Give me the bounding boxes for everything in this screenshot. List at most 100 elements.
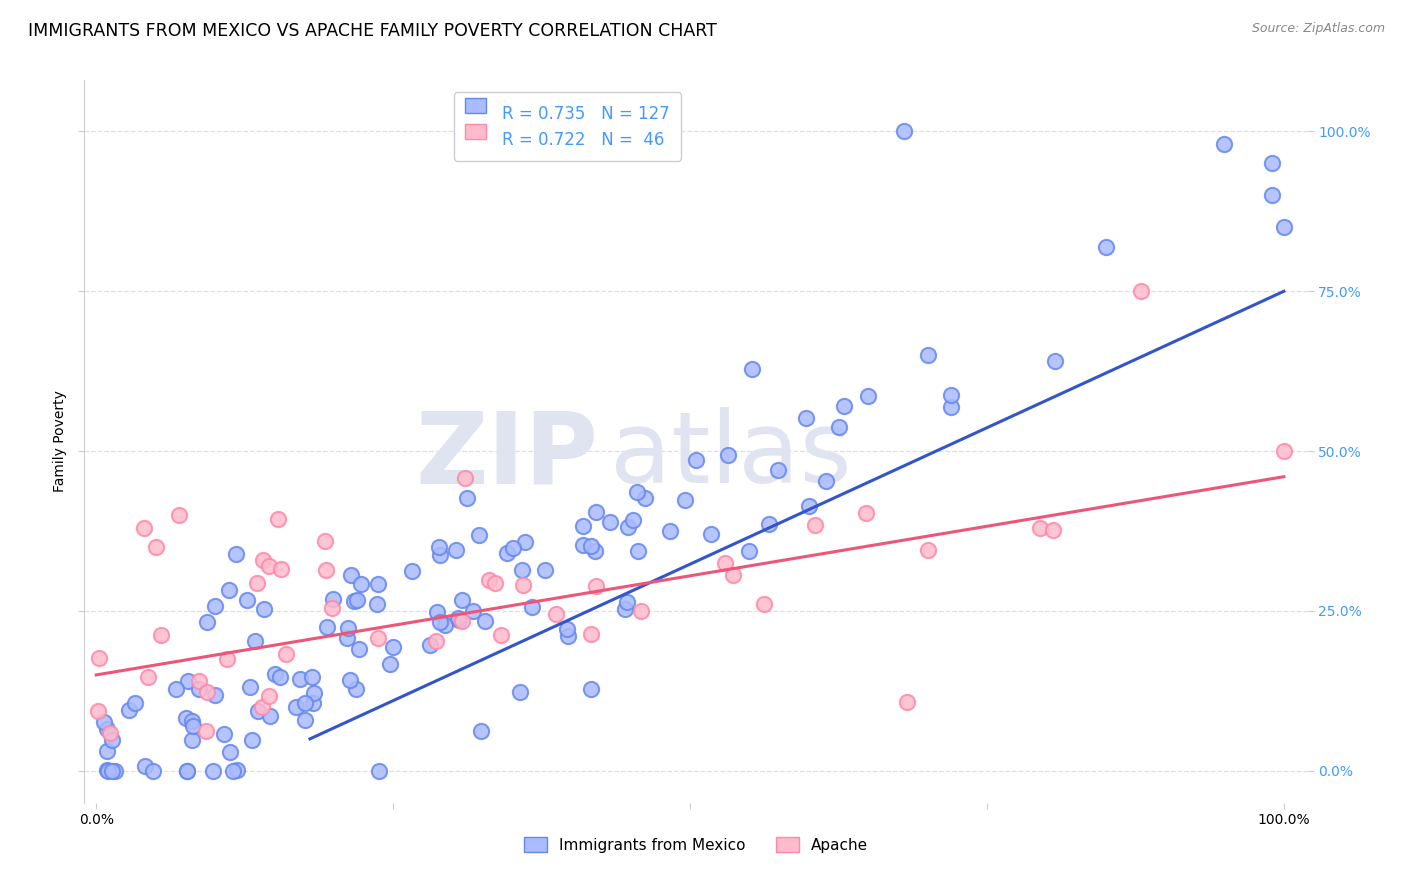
Point [546, 607, 568, 622]
Point [741, 361, 763, 376]
Text: atlas: atlas [610, 408, 852, 505]
Point [451, 615, 474, 629]
Point [181, 733, 204, 747]
Point [195, 615, 218, 629]
Point [195, 685, 218, 699]
Point [243, 634, 266, 648]
Point [97, 764, 120, 778]
Point [447, 611, 470, 625]
Point [240, 732, 263, 747]
Point [1130, 285, 1153, 299]
Point [239, 680, 262, 694]
Point [478, 573, 501, 587]
Point [713, 556, 735, 570]
Point [100, 764, 122, 778]
Point [627, 544, 650, 558]
Point [1043, 354, 1066, 368]
Point [124, 696, 146, 710]
Point [263, 667, 285, 681]
Point [204, 689, 226, 703]
Point [134, 758, 156, 772]
Point [204, 599, 226, 614]
Legend: Immigrants from Mexico, Apache: Immigrants from Mexico, Apache [516, 829, 876, 860]
Point [533, 563, 555, 577]
Point [723, 567, 745, 582]
Point [93, 714, 115, 729]
Point [621, 513, 644, 527]
Point [450, 593, 472, 607]
Point [470, 724, 492, 739]
Point [634, 491, 657, 506]
Point [142, 764, 165, 778]
Point [461, 604, 484, 618]
Point [758, 516, 780, 531]
Point [617, 520, 640, 534]
Point [236, 592, 259, 607]
Point [673, 493, 696, 508]
Point [316, 620, 339, 634]
Point [1261, 188, 1284, 202]
Point [419, 639, 441, 653]
Point [429, 615, 451, 630]
Point [630, 604, 652, 618]
Point [1272, 220, 1295, 235]
Point [176, 673, 198, 688]
Point [269, 670, 291, 684]
Point [380, 657, 402, 672]
Point [343, 593, 366, 607]
Point [815, 474, 838, 488]
Point [425, 633, 447, 648]
Point [304, 686, 326, 700]
Point [717, 448, 740, 462]
Point [346, 593, 368, 607]
Point [794, 411, 817, 425]
Point [939, 400, 962, 414]
Point [96, 763, 118, 777]
Point [219, 745, 242, 759]
Point [202, 764, 225, 778]
Point [367, 577, 389, 591]
Point [917, 347, 939, 361]
Point [1094, 239, 1116, 253]
Point [834, 400, 856, 414]
Point [218, 583, 240, 598]
Point [572, 538, 595, 552]
Point [513, 535, 536, 549]
Point [579, 681, 602, 696]
Point [449, 614, 471, 628]
Point [1042, 523, 1064, 537]
Point [429, 540, 451, 554]
Point [176, 764, 198, 778]
Point [828, 420, 851, 434]
Point [1272, 444, 1295, 458]
Point [382, 640, 405, 654]
Point [118, 703, 141, 717]
Point [98, 726, 121, 740]
Point [426, 605, 449, 619]
Point [1213, 137, 1236, 152]
Point [245, 576, 267, 591]
Point [491, 628, 513, 642]
Point [136, 670, 159, 684]
Point [855, 506, 877, 520]
Point [257, 558, 280, 573]
Point [294, 697, 316, 711]
Point [165, 681, 187, 696]
Point [700, 526, 723, 541]
Point [468, 528, 491, 542]
Point [346, 681, 368, 696]
Point [301, 696, 323, 710]
Point [1029, 520, 1052, 534]
Point [401, 564, 423, 578]
Point [288, 672, 311, 686]
Point [253, 602, 276, 616]
Point [583, 543, 606, 558]
Text: ZIP: ZIP [415, 408, 598, 505]
Point [581, 626, 603, 640]
Point [187, 674, 209, 689]
Point [502, 541, 524, 555]
Point [1261, 156, 1284, 170]
Point [101, 732, 124, 747]
Point [149, 628, 172, 642]
Point [257, 689, 280, 703]
